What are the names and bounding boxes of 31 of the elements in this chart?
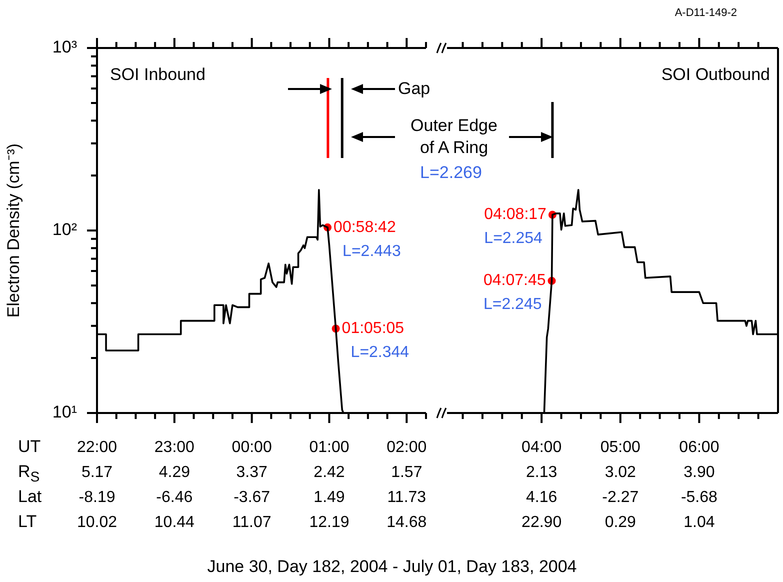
annotation: 01:05:05: [342, 320, 404, 338]
x-axis-title: June 30, Day 182, 2004 - July 01, Day 183, 2004: [207, 556, 577, 578]
x-tick-label: 06:00 3.90 -5.68 1.04: [679, 438, 720, 531]
y-tick-label: 10²: [52, 220, 78, 240]
y-tick-label: 10³: [52, 38, 78, 57]
annotation: L=2.254: [484, 230, 543, 248]
x-tick-label: 04:00 2.13 4.16 22.90: [522, 438, 562, 531]
y-tick-label: 10¹: [52, 402, 78, 422]
annotation: 00:58:42: [334, 218, 396, 236]
annotation: L=2.269: [420, 162, 482, 184]
x-tick-label: 23:00 4.29 -6.46 10.44: [154, 438, 195, 531]
text: UT: [18, 436, 41, 458]
annotation: L=2.443: [342, 242, 401, 260]
y-axis-title: Electron Density (cm⁻³): [4, 143, 23, 318]
annotation: Gap: [398, 78, 430, 100]
x-tick-label: 05:00 3.02 -2.27 0.29: [600, 438, 640, 531]
annotation: 04:07:45: [483, 272, 546, 290]
x-tick-label: 01:00 2.42 1.49 12.19: [309, 438, 350, 531]
annotation: SOI Inbound: [110, 64, 206, 86]
annotation: Outer Edge of A Ring: [410, 115, 498, 159]
x-tick-label: 02:00 1.57 11.73 14.68: [386, 438, 427, 531]
text: R$_{S}$: [18, 462, 40, 486]
x-tick-label: 00:00 3.37 -3.67 11.07: [232, 438, 272, 531]
annotation: L=2.344: [350, 344, 410, 362]
text: LT: [18, 511, 37, 533]
text: A-D11-149-2: [674, 6, 737, 20]
x-tick-label: 22:00 5.17 -8.19 10.02: [76, 438, 118, 531]
annotation: L=2.245: [483, 296, 542, 314]
text: Lat: [18, 486, 42, 508]
annotation: 04:08:17: [484, 206, 547, 224]
annotation: SOI Outbound: [661, 64, 770, 86]
